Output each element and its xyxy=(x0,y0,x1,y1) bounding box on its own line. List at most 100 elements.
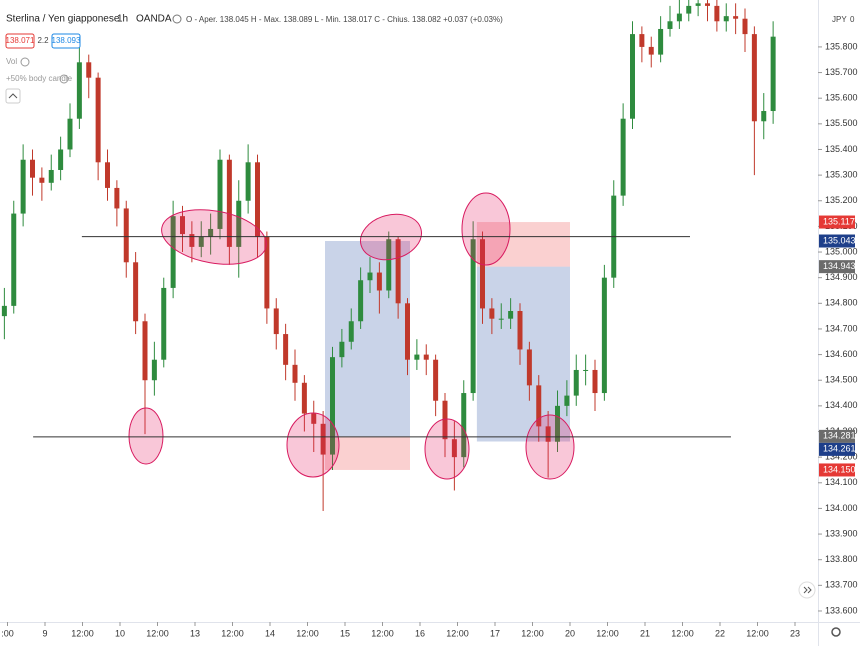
candle-body xyxy=(245,162,251,201)
candle-body xyxy=(198,236,204,247)
x-tick-label: 12:00 xyxy=(671,628,694,638)
x-tick-label: 9 xyxy=(42,628,47,638)
status-icon xyxy=(172,14,182,24)
candle-body xyxy=(170,216,176,288)
candle-body xyxy=(658,28,664,55)
x-tick-label: 12:00 xyxy=(446,628,469,638)
candle-body xyxy=(189,234,195,247)
candle-body xyxy=(358,280,364,322)
price-tag-label: 135.043 xyxy=(823,235,856,245)
candle-body xyxy=(142,321,148,381)
candle-body xyxy=(545,426,551,442)
candle-body xyxy=(480,239,485,309)
y-tick-label: 134.600 xyxy=(825,349,858,359)
y-tick-label: 134.700 xyxy=(825,323,858,333)
volume-label: Vol xyxy=(6,57,17,66)
collapse-button[interactable] xyxy=(5,88,21,104)
candle-body xyxy=(770,36,776,112)
candle-body xyxy=(414,354,420,360)
price-tag xyxy=(819,429,855,443)
candle-body xyxy=(733,16,739,19)
y-tick-label: 135.300 xyxy=(825,169,858,179)
candle-body xyxy=(686,5,692,14)
candle-body xyxy=(48,169,54,183)
collapse-icon xyxy=(8,93,18,99)
candle-body xyxy=(20,159,26,214)
candle-body xyxy=(395,239,401,304)
y-tick-label: 135.700 xyxy=(825,67,858,77)
candle-body xyxy=(639,34,645,47)
x-tick-label: 12:00 xyxy=(746,628,769,638)
candle-body xyxy=(217,159,223,229)
candle-body xyxy=(761,111,767,122)
stop-zone xyxy=(476,222,570,267)
drawings xyxy=(33,192,731,480)
candle-body xyxy=(339,341,345,358)
ask-box[interactable] xyxy=(51,33,81,49)
x-tick-label: 17 xyxy=(490,628,500,638)
candle-body xyxy=(751,34,757,122)
candle-body xyxy=(255,162,260,237)
y-tick-label: 135.500 xyxy=(825,118,858,128)
candle-body xyxy=(151,359,157,381)
x-tick-label: 22 xyxy=(715,628,725,638)
candle-body xyxy=(264,236,270,309)
highlight-ellipse xyxy=(461,192,511,266)
candle-body xyxy=(630,34,635,119)
candle-body xyxy=(123,208,129,263)
currency-count: 0 xyxy=(850,15,855,24)
interval: 1h xyxy=(117,14,128,25)
price-tag xyxy=(819,234,855,248)
y-tick-label: 134.400 xyxy=(825,400,858,410)
candle-body xyxy=(273,308,279,335)
hide-icon[interactable] xyxy=(20,57,30,67)
candle-body xyxy=(451,439,457,458)
candle-body xyxy=(592,369,598,394)
candle-body xyxy=(667,21,673,29)
bid[interactable]: 138.071 xyxy=(6,36,35,45)
candle-body xyxy=(714,5,720,22)
price-tag xyxy=(819,215,855,229)
x-tick-label: 16 xyxy=(415,628,425,638)
x-tick-label: 12:00 xyxy=(371,628,394,638)
candle-body xyxy=(67,118,73,150)
bid-box[interactable] xyxy=(5,33,35,49)
candle-body xyxy=(620,118,626,196)
x-tick-label: 12:00 xyxy=(221,628,244,638)
candle-body xyxy=(508,311,514,319)
candle-body xyxy=(536,385,542,427)
candle-body xyxy=(161,287,167,360)
candle-body xyxy=(330,357,335,455)
candle-body xyxy=(58,149,64,170)
symbol: Sterlina / Yen giapponese xyxy=(6,14,120,25)
y-tick-label: 133.700 xyxy=(825,580,858,590)
candle-body xyxy=(386,239,392,291)
candle-body xyxy=(11,213,17,306)
x-tick-label: 12:00 xyxy=(146,628,169,638)
price-tag-label: 135.117 xyxy=(823,216,855,226)
price-axis: 135.800 135.700 135.600 135.500 135.400 135.3… xyxy=(818,41,858,615)
highlight-ellipse xyxy=(424,418,470,480)
y-tick-label: 135.600 xyxy=(825,93,858,103)
y-tick-label: 135.000 xyxy=(825,246,858,256)
y-tick-label: 134.800 xyxy=(825,298,858,308)
candle-body xyxy=(320,423,326,455)
candle-body xyxy=(1,305,7,317)
x-tick-label: 21 xyxy=(640,628,650,638)
ask[interactable]: 138.093 xyxy=(52,36,81,45)
candle-body xyxy=(348,321,354,342)
x-tick-label: 15 xyxy=(340,628,350,638)
time-axis: :00 9 12:00 10 12:00 13 12:00 14 12:00 15 12:00 16 1… xyxy=(1,622,800,638)
candle-body xyxy=(470,239,476,394)
candle-body xyxy=(648,46,654,55)
settings-icon[interactable] xyxy=(831,627,841,637)
currency[interactable]: JPY xyxy=(832,15,847,24)
candle-body xyxy=(601,277,607,394)
hide-icon[interactable] xyxy=(59,74,69,84)
x-tick-label: 13 xyxy=(190,628,200,638)
candle-body xyxy=(555,405,560,442)
candle-body xyxy=(114,187,120,209)
highlight-ellipse xyxy=(525,414,575,480)
spread: 2.2 xyxy=(37,36,49,45)
